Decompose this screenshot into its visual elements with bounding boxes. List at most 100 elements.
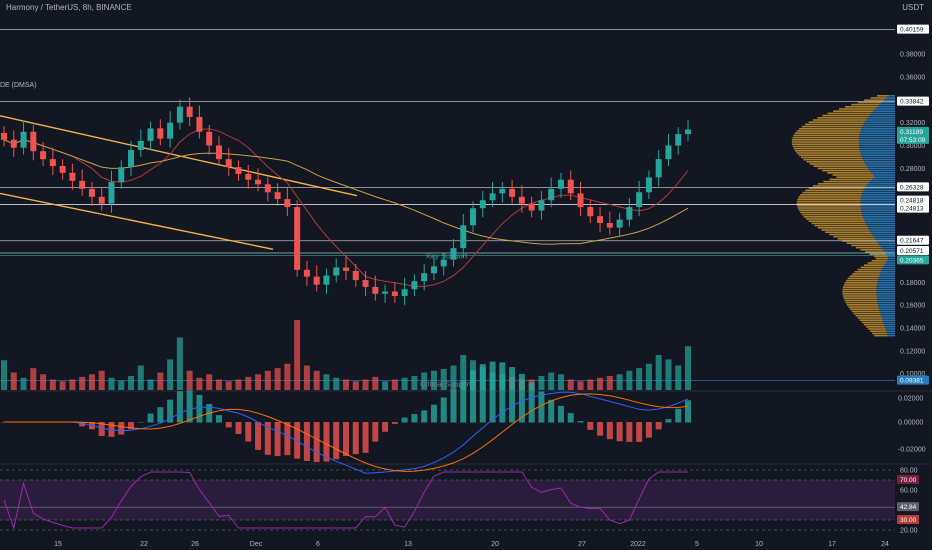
profile-bar [842, 288, 877, 291]
volume-bar [460, 355, 467, 390]
profile-bar [806, 218, 864, 220]
candle-body [147, 128, 154, 141]
profile-bar [804, 123, 864, 126]
profile-bar [871, 260, 887, 262]
macd-histogram-bar [128, 422, 135, 430]
volume-bar [215, 379, 222, 390]
rsi-tag [897, 475, 919, 484]
macd-histogram-bar [587, 422, 594, 430]
profile-bar [843, 297, 878, 299]
profile-bar [866, 185, 895, 187]
profile-bar [877, 301, 895, 304]
profile-bar [882, 249, 895, 251]
candle-body [577, 193, 584, 208]
profile-bar [829, 233, 872, 236]
trendline-upper [0, 115, 358, 197]
macd-histogram-bar [323, 422, 330, 462]
candle-body [79, 180, 86, 189]
profile-bar [842, 293, 877, 295]
macd-histogram-bar [509, 367, 516, 423]
profile-bar [833, 110, 874, 112]
profile-bar [883, 321, 895, 324]
profile-bar [857, 268, 882, 271]
profile-bar [801, 213, 863, 216]
candle-body [421, 273, 428, 282]
volume-bar [626, 370, 633, 390]
macd-histogram-bar [98, 422, 105, 436]
profile-bar [813, 165, 867, 167]
candle-body [362, 280, 369, 287]
profile-bar [798, 196, 862, 198]
annotations: Key Support Critical Support [420, 252, 472, 389]
macd-histogram-bar [343, 422, 349, 457]
price-tag-label: 0.33842 [900, 99, 924, 106]
candle-body [206, 131, 213, 146]
macd-histogram-bar [655, 422, 662, 430]
macd-histogram-bar [362, 422, 369, 453]
price-tag-label: 0.31189 [900, 129, 923, 136]
profile-bar [876, 290, 895, 293]
volume-bar [196, 377, 203, 390]
volume-bar [557, 374, 564, 390]
profile-bar [797, 207, 861, 209]
volume-bar [450, 365, 457, 390]
profile-bar [881, 317, 895, 319]
trendlines [0, 115, 358, 250]
profile-bar [860, 202, 895, 205]
profile-bar [860, 198, 895, 200]
profile-bar [863, 123, 895, 126]
candle-body [284, 199, 291, 208]
profile-bar [851, 103, 880, 106]
profile-bar [793, 134, 860, 137]
time-tick-label: 13 [404, 541, 412, 548]
profile-bar [877, 297, 895, 299]
candle-body [499, 188, 506, 194]
price-tag [897, 134, 929, 144]
volume-bar [372, 376, 379, 390]
time-axis: 15 22 26 Dec 6 13 20 27 2022 5 10 17 24 [54, 541, 889, 548]
candle-body [225, 159, 232, 168]
profile-bar [797, 198, 861, 200]
profile-bar [817, 167, 868, 170]
profile-bar [829, 178, 873, 181]
volume-bar [274, 368, 281, 390]
macd-tick-label: 0.00000 [898, 420, 923, 427]
profile-bar [869, 169, 895, 172]
rsi-tag-label: 30.00 [900, 517, 917, 524]
price-tag [897, 96, 929, 106]
candle-body [118, 167, 125, 182]
time-tick-label: 2022 [630, 541, 646, 548]
macd-histogram-bar [147, 413, 154, 423]
profile-bar [844, 282, 878, 284]
candle-body [509, 188, 516, 197]
price-tag-label: 07:53:09 [900, 137, 926, 144]
profile-bar [821, 229, 870, 231]
volume-bar [88, 374, 95, 390]
profile-bar [874, 238, 895, 240]
profile-bar [862, 156, 895, 159]
profile-bar [800, 194, 862, 196]
candle-body [548, 188, 555, 201]
candle-body [30, 131, 37, 152]
price-tick-label: 0.16000 [900, 303, 925, 310]
volume-bar [313, 370, 320, 390]
profile-bar [848, 306, 879, 308]
profile-bar [864, 187, 895, 189]
profile-bar [798, 209, 862, 211]
volume-bar [59, 381, 66, 390]
candle-body [245, 173, 252, 180]
macd-histogram-bar [264, 422, 271, 455]
candle-body [567, 179, 574, 194]
profile-bar [885, 262, 895, 264]
macd-histogram-bar [430, 404, 437, 423]
profile-bar [858, 141, 895, 143]
profile-bar [873, 110, 895, 112]
volume-bar [430, 370, 437, 390]
volume-bar [421, 372, 428, 390]
rsi-line [3, 471, 688, 530]
volume-bar [255, 374, 262, 390]
profile-bar [865, 251, 885, 253]
macd-histogram-bar [528, 382, 535, 423]
candle-body [59, 166, 66, 173]
